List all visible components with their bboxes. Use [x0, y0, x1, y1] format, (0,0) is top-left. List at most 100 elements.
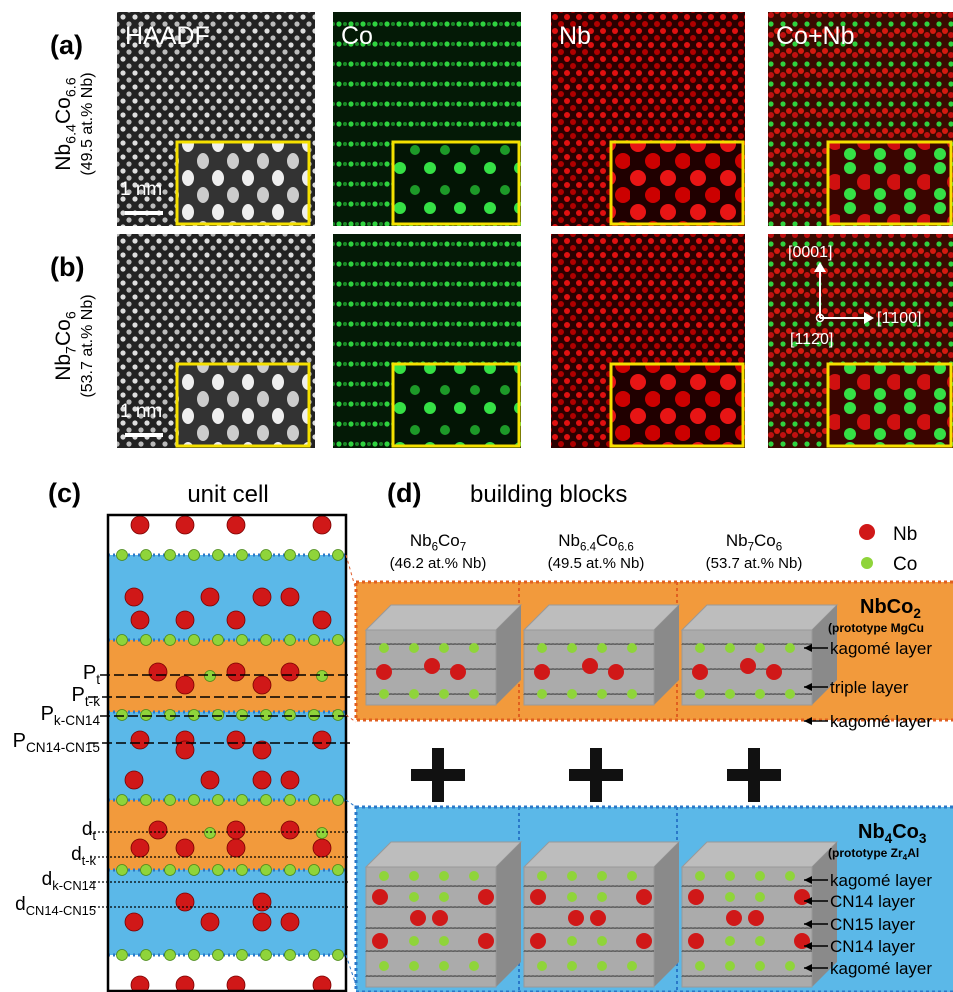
subscript: 6.6	[618, 541, 634, 553]
nb-atom	[280, 662, 300, 682]
block-prototype: (prototype Zr4Al	[828, 846, 919, 862]
co-atom	[439, 871, 449, 881]
co-atom	[755, 936, 765, 946]
column-formula: Nb6Co7	[410, 531, 466, 553]
layer-band	[108, 800, 346, 870]
subscript: 7	[748, 541, 754, 553]
co-atom	[116, 634, 128, 646]
unit-cell: (c) unit cellPtPt-kPk-CN14PCN14-CN15dtdt-…	[13, 478, 350, 992]
subscript: t-k	[85, 694, 100, 709]
nb-atom	[748, 910, 764, 926]
nb-atom	[252, 912, 272, 932]
co-atom	[164, 549, 176, 561]
nb-atom	[148, 662, 168, 682]
co-atom	[212, 794, 224, 806]
nb-atom	[372, 889, 388, 905]
inset	[609, 362, 745, 448]
nb-atom	[636, 889, 652, 905]
scale-bar	[125, 211, 163, 215]
nb-atom	[175, 975, 195, 992]
nb-atom	[450, 664, 466, 680]
co-atom	[236, 794, 248, 806]
inset	[609, 140, 745, 226]
subscript: 6	[63, 311, 79, 319]
co-atom	[308, 709, 320, 721]
panel-title: building blocks	[470, 481, 627, 508]
co-atom	[188, 549, 200, 561]
connector	[345, 799, 357, 808]
co-atom	[537, 961, 547, 971]
subscript: 6	[432, 541, 438, 553]
inset	[826, 362, 953, 448]
unit-cell-frame	[106, 513, 348, 992]
inset	[175, 140, 311, 226]
co-atom	[567, 936, 577, 946]
nb-atom	[312, 838, 332, 858]
co-atom	[236, 549, 248, 561]
co-atom	[188, 634, 200, 646]
co-atom	[204, 670, 216, 682]
inset	[826, 140, 953, 226]
co-atom	[116, 864, 128, 876]
co-atom	[567, 871, 577, 881]
co-atom	[212, 709, 224, 721]
column-composition: (46.2 at.% Nb)	[390, 555, 487, 572]
co-atom	[695, 961, 705, 971]
plus	[432, 748, 444, 802]
subscript: 3	[919, 831, 927, 846]
co-atom	[116, 549, 128, 561]
co-atom	[164, 634, 176, 646]
nb-atom	[130, 515, 150, 535]
image-header: Co+Nb	[776, 22, 855, 50]
nb-atom	[226, 730, 246, 750]
co-atom	[332, 794, 344, 806]
layer-band	[108, 555, 346, 640]
connector	[345, 554, 357, 591]
nb-atom	[200, 770, 220, 790]
nb-atom	[226, 662, 246, 682]
subscript: 4	[903, 853, 908, 862]
connector	[345, 954, 357, 986]
co-atom	[236, 709, 248, 721]
nb-atom	[688, 889, 704, 905]
co-atom	[567, 892, 577, 902]
co-atom	[164, 709, 176, 721]
co-atom	[469, 961, 479, 971]
nb-atom	[280, 770, 300, 790]
co-atom	[284, 949, 296, 961]
co-atom	[785, 643, 795, 653]
co-atom	[260, 949, 272, 961]
nb-atom	[175, 838, 195, 858]
layer-label: triple layer	[830, 678, 909, 697]
image-header: HAADF	[125, 22, 210, 50]
plus	[590, 748, 602, 802]
co-atom	[755, 689, 765, 699]
co-atom	[627, 961, 637, 971]
direction: [1̄100]	[877, 310, 921, 327]
inset	[391, 140, 521, 226]
cube-side	[812, 842, 837, 987]
co-atom	[755, 643, 765, 653]
co-atom	[597, 643, 607, 653]
layer-label: kagomé layer	[830, 959, 932, 978]
nb-atom	[226, 610, 246, 630]
co-atom	[597, 961, 607, 971]
co-atom	[379, 689, 389, 699]
co-atom	[785, 961, 795, 971]
co-atom	[284, 709, 296, 721]
connector	[345, 714, 357, 723]
co-atom	[260, 864, 272, 876]
nb-atom	[175, 610, 195, 630]
text-part: Co	[754, 531, 776, 550]
co-atom	[785, 871, 795, 881]
co-atom	[725, 892, 735, 902]
nb-atom	[530, 933, 546, 949]
plane-label: Pt	[83, 662, 100, 687]
nb-atom	[534, 664, 550, 680]
co-atom	[164, 949, 176, 961]
panel-label: (c)	[48, 478, 81, 508]
nb-atom	[590, 910, 606, 926]
nb-atom	[252, 740, 272, 760]
text-part: Nb	[558, 531, 580, 550]
co-atom	[332, 549, 344, 561]
